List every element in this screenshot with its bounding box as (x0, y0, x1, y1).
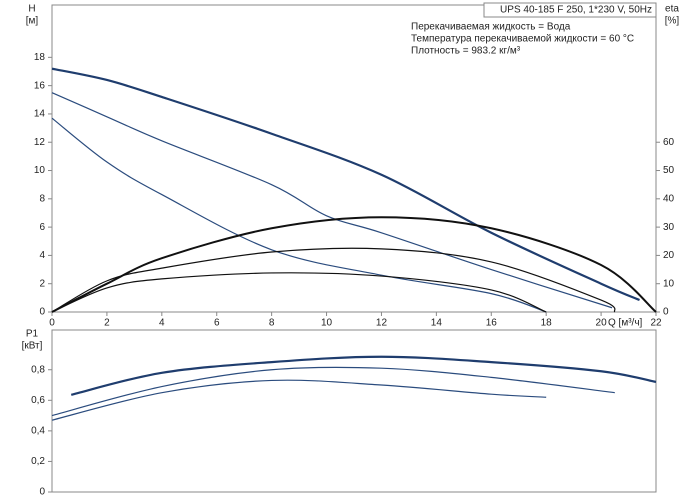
y-tick-label: 0,8 (31, 364, 45, 375)
y-tick-label: 0 (39, 487, 45, 498)
y-tick-label: 14 (34, 109, 46, 120)
curve (51, 67, 640, 301)
y-axis-unit: [кВт] (22, 341, 43, 352)
curve (51, 272, 547, 313)
y2-tick-label: 30 (663, 222, 675, 233)
curve (51, 92, 613, 309)
y2-tick-label: 50 (663, 165, 675, 176)
x-tick-label: 12 (376, 318, 388, 329)
y-tick-label: 4 (39, 250, 45, 261)
curve (51, 216, 657, 313)
x-tick-label: 22 (650, 318, 662, 329)
x-tick-label: 14 (431, 318, 443, 329)
chart-title: UPS 40-185 F 250, 1*230 V, 50Hz (500, 5, 652, 16)
y-tick-label: 16 (34, 80, 46, 91)
curve (51, 247, 616, 313)
x-axis-label: Q [м³/ч] (608, 318, 643, 329)
x-tick-label: 8 (269, 318, 275, 329)
y2-tick-label: 20 (663, 250, 675, 261)
curve (70, 355, 657, 396)
x-tick-label: 20 (596, 318, 608, 329)
x-tick-label: 18 (541, 318, 553, 329)
x-tick-label: 0 (49, 318, 55, 329)
y-tick-label: 0,2 (31, 456, 45, 467)
y-axis-unit: [м] (26, 16, 39, 27)
annotation: Перекачиваемая жидкость = Вода (411, 22, 571, 33)
curve (51, 379, 547, 421)
curve (51, 366, 615, 417)
curve (51, 117, 547, 313)
x-tick-label: 16 (486, 318, 498, 329)
x-tick-label: 2 (104, 318, 110, 329)
y2-tick-label: 10 (663, 278, 675, 289)
y2-tick-label: 0 (663, 307, 669, 318)
y2-axis-unit: [%] (665, 16, 680, 27)
y2-tick-label: 40 (663, 193, 675, 204)
y-tick-label: 18 (34, 52, 46, 63)
x-tick-label: 4 (159, 318, 165, 329)
y-tick-label: 6 (39, 222, 45, 233)
y-tick-label: 0,6 (31, 395, 45, 406)
x-tick-label: 6 (214, 318, 220, 329)
y-axis-label: H (28, 4, 35, 15)
x-tick-label: 10 (321, 318, 333, 329)
y-tick-label: 0 (39, 307, 45, 318)
title-box (483, 2, 657, 18)
y-tick-label: 2 (39, 278, 45, 289)
y2-axis-label: eta (665, 4, 679, 15)
y-tick-label: 12 (34, 137, 46, 148)
y-axis-label: P1 (26, 329, 39, 340)
plot-frame (51, 4, 657, 313)
annotation: Температура перекачиваемой жидкости = 60… (411, 34, 634, 45)
y-tick-label: 0,4 (31, 426, 45, 437)
y2-tick-label: 60 (663, 137, 675, 148)
y-tick-label: 8 (39, 193, 45, 204)
plot-frame (51, 329, 657, 493)
y-tick-label: 10 (34, 165, 46, 176)
annotation: Плотность = 983.2 кг/м³ (411, 46, 521, 57)
